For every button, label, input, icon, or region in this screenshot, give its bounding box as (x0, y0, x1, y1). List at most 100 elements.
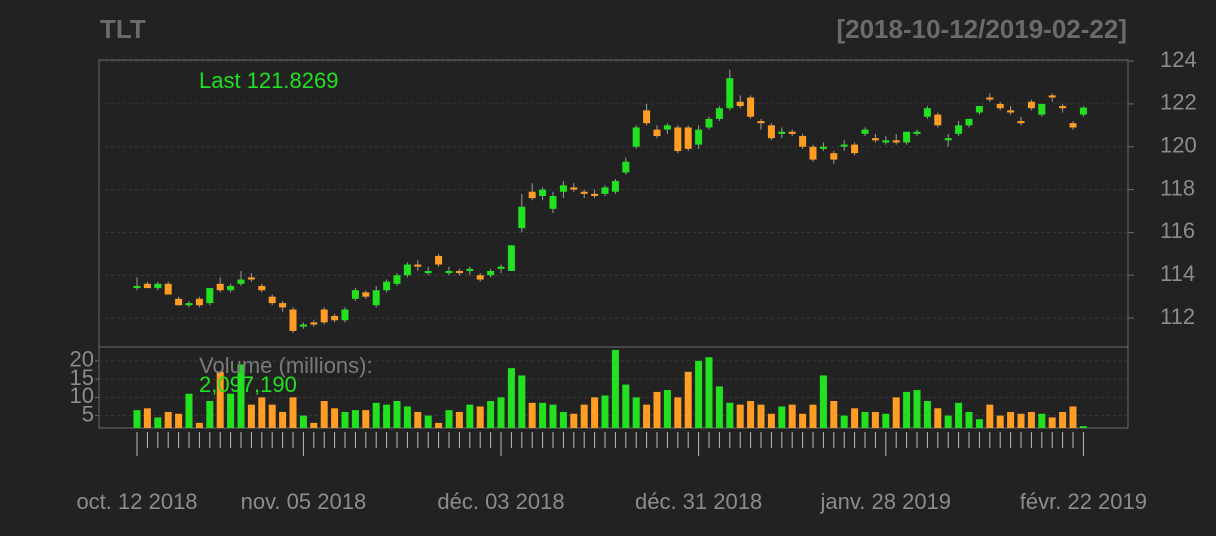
candle-body (227, 285, 235, 291)
y-tick-label: 114 (1160, 261, 1195, 286)
candle-body (923, 108, 931, 117)
candle-body (1007, 110, 1015, 113)
candle-body (331, 315, 339, 321)
candle-body (892, 140, 900, 143)
volume-bar (154, 417, 162, 428)
volume-bar (206, 401, 214, 428)
candle-body (736, 101, 744, 107)
volume-bar (1017, 413, 1025, 428)
volume-bar (424, 415, 432, 428)
volume-bar (227, 393, 235, 428)
candle-body (684, 127, 692, 149)
volume-bar (580, 404, 588, 428)
y2-tick-label: 10 (70, 383, 94, 408)
candle-body (310, 322, 318, 325)
candle-body (695, 129, 703, 145)
candle-body (185, 303, 193, 306)
candle-body (611, 181, 619, 192)
volume-bar (518, 375, 526, 428)
candle-body (996, 103, 1004, 109)
volume-bar (986, 404, 994, 428)
x-tick-label: déc. 03 2018 (437, 489, 564, 514)
volume-bar (320, 401, 328, 428)
volume-bar (611, 349, 619, 428)
candle-body (861, 129, 869, 134)
volume-bar (934, 408, 942, 428)
volume-bar (819, 375, 827, 428)
volume-bar (892, 397, 900, 428)
candle-body (424, 270, 432, 274)
candle-body (559, 185, 567, 192)
candle-body (455, 270, 463, 274)
volume-bar (487, 401, 495, 428)
candle-body (268, 296, 276, 304)
candle-body (164, 283, 172, 295)
volume-bar (497, 397, 505, 428)
volume-bar (767, 413, 775, 428)
volume-bar (414, 411, 422, 428)
volume-bar (133, 410, 141, 428)
volume-bar (622, 384, 630, 428)
volume-bar (268, 404, 276, 428)
candle-body (955, 125, 963, 134)
volume-bar (1027, 411, 1035, 428)
volume-bar (955, 402, 963, 428)
volume-bar (591, 397, 599, 428)
candle-body (372, 290, 380, 306)
candle-body (767, 125, 775, 139)
volume-bar (882, 413, 890, 428)
y2-tick-label: 5 (82, 401, 94, 426)
volume-bar (674, 397, 682, 428)
candle-body (632, 127, 640, 147)
candle-body (258, 285, 266, 291)
volume-bar (383, 404, 391, 428)
candle-body (653, 129, 661, 137)
volume-bar (1007, 411, 1015, 428)
volume-bar (944, 415, 952, 428)
volume-bar (435, 422, 443, 428)
volume-bar (216, 371, 224, 428)
candle-body (830, 153, 838, 160)
candle-body (362, 292, 370, 297)
candle-body (986, 97, 994, 100)
candle-body (1027, 101, 1035, 109)
candle-body (216, 283, 224, 291)
candle-body (341, 309, 349, 321)
candle-body (518, 206, 526, 229)
candle-body (840, 144, 848, 147)
candle-body (622, 161, 630, 173)
candle-body (601, 187, 609, 194)
volume-bar (331, 408, 339, 428)
candle-body (414, 264, 422, 267)
volume-bar (1038, 413, 1046, 428)
y-tick-label: 122 (1160, 90, 1197, 115)
volume-bar (871, 411, 879, 428)
candle-body (663, 125, 671, 130)
candle-body (393, 275, 401, 284)
candle-body (206, 288, 214, 304)
candle-body (435, 255, 443, 265)
volume-bar (903, 391, 911, 428)
candle-body (715, 108, 723, 119)
volume-bar (809, 404, 817, 428)
candle-body (799, 136, 807, 147)
candle-body (279, 303, 287, 308)
volume-bar (923, 401, 931, 428)
volume-bar (466, 404, 474, 428)
candle-body (705, 118, 713, 128)
volume-bar (684, 371, 692, 428)
candle-body (882, 140, 890, 143)
volume-bar (455, 411, 463, 428)
candle-body (809, 146, 817, 160)
volume-bar (965, 411, 973, 428)
x-tick-label: nov. 05 2018 (241, 489, 367, 514)
volume-bar (362, 410, 370, 428)
y-tick-label: 118 (1160, 175, 1195, 200)
candle-body (674, 127, 682, 152)
candle-body (507, 245, 515, 271)
volume-bar (570, 413, 578, 428)
candle-body (133, 285, 141, 289)
x-tick-label: févr. 22 2019 (1020, 489, 1147, 514)
volume-bar (757, 404, 765, 428)
volume-bar (1069, 406, 1077, 428)
